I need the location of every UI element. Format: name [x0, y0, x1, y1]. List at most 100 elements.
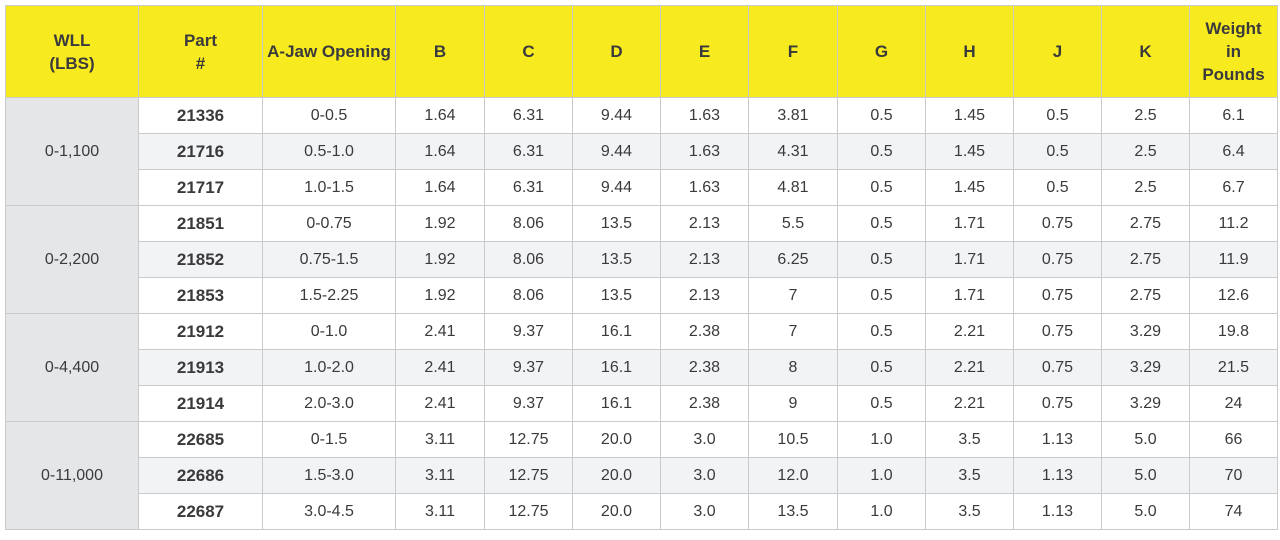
- header-a-jaw-opening: A-Jaw Opening: [262, 5, 396, 98]
- e-cell: 1.63: [660, 169, 749, 206]
- part-cell: 21717: [138, 169, 263, 206]
- weight-cell: 21.5: [1189, 349, 1278, 386]
- part-cell: 21913: [138, 349, 263, 386]
- table-row: 21913 1.0-2.0 2.41 9.37 16.1 2.38 8 0.5 2.21 0.75…: [6, 349, 1278, 386]
- header-f: F: [748, 5, 838, 98]
- b-cell: 2.41: [395, 385, 485, 422]
- j-cell: 0.5: [1013, 133, 1102, 170]
- g-cell: 1.0: [837, 457, 926, 494]
- a-jaw-cell: 1.5-3.0: [262, 457, 396, 494]
- table-row: 21716 0.5-1.0 1.64 6.31 9.44 1.63 4.31 0.5 1.45 0…: [6, 133, 1278, 170]
- d-cell: 20.0: [572, 493, 661, 530]
- b-cell: 1.92: [395, 205, 485, 242]
- k-cell: 2.5: [1101, 97, 1190, 134]
- d-cell: 13.5: [572, 241, 661, 278]
- e-cell: 1.63: [660, 97, 749, 134]
- k-cell: 3.29: [1101, 349, 1190, 386]
- header-b: B: [395, 5, 485, 98]
- k-cell: 2.5: [1101, 133, 1190, 170]
- a-jaw-cell: 1.0-2.0: [262, 349, 396, 386]
- k-cell: 2.75: [1101, 241, 1190, 278]
- header-weight: Weight in Pounds: [1189, 5, 1278, 98]
- k-cell: 5.0: [1101, 493, 1190, 530]
- header-e: E: [660, 5, 749, 98]
- d-cell: 9.44: [572, 169, 661, 206]
- h-cell: 1.45: [925, 133, 1014, 170]
- table-row: 21914 2.0-3.0 2.41 9.37 16.1 2.38 9 0.5 2.21 0.75…: [6, 385, 1278, 422]
- header-j: J: [1013, 5, 1102, 98]
- wll-cell: 0-4,400: [5, 313, 139, 422]
- h-cell: 3.5: [925, 421, 1014, 458]
- part-cell: 21336: [138, 97, 263, 134]
- e-cell: 2.13: [660, 241, 749, 278]
- table-row: 21853 1.5-2.25 1.92 8.06 13.5 2.13 7 0.5 1.71 0.7…: [6, 277, 1278, 314]
- f-cell: 5.5: [748, 205, 838, 242]
- part-cell: 21851: [138, 205, 263, 242]
- k-cell: 3.29: [1101, 313, 1190, 350]
- part-cell: 22687: [138, 493, 263, 530]
- weight-cell: 70: [1189, 457, 1278, 494]
- weight-cell: 19.8: [1189, 313, 1278, 350]
- e-cell: 1.63: [660, 133, 749, 170]
- f-cell: 6.25: [748, 241, 838, 278]
- c-cell: 9.37: [484, 313, 573, 350]
- f-cell: 12.0: [748, 457, 838, 494]
- g-cell: 1.0: [837, 493, 926, 530]
- c-cell: 6.31: [484, 133, 573, 170]
- j-cell: 0.75: [1013, 277, 1102, 314]
- table-row: 22687 3.0-4.5 3.11 12.75 20.0 3.0 13.5 1.0 3.5 1.…: [6, 493, 1278, 530]
- d-cell: 20.0: [572, 457, 661, 494]
- j-cell: 0.75: [1013, 385, 1102, 422]
- b-cell: 3.11: [395, 457, 485, 494]
- weight-cell: 24: [1189, 385, 1278, 422]
- c-cell: 9.37: [484, 385, 573, 422]
- c-cell: 12.75: [484, 457, 573, 494]
- header-h: H: [925, 5, 1014, 98]
- d-cell: 13.5: [572, 277, 661, 314]
- part-cell: 21853: [138, 277, 263, 314]
- h-cell: 2.21: [925, 313, 1014, 350]
- weight-cell: 12.6: [1189, 277, 1278, 314]
- table-row: 21852 0.75-1.5 1.92 8.06 13.5 2.13 6.25 0.5 1.71…: [6, 241, 1278, 278]
- weight-cell: 6.1: [1189, 97, 1278, 134]
- a-jaw-cell: 0.5-1.0: [262, 133, 396, 170]
- h-cell: 2.21: [925, 349, 1014, 386]
- a-jaw-cell: 0.75-1.5: [262, 241, 396, 278]
- g-cell: 0.5: [837, 241, 926, 278]
- wll-cell: 0-1,100: [5, 97, 139, 206]
- header-g: G: [837, 5, 926, 98]
- spec-table: WLL (LBS) Part # A-Jaw Opening B C D E F…: [5, 5, 1278, 530]
- header-wll-line2: (LBS): [49, 53, 95, 73]
- f-cell: 4.81: [748, 169, 838, 206]
- a-jaw-cell: 3.0-4.5: [262, 493, 396, 530]
- part-cell: 21716: [138, 133, 263, 170]
- wll-cell: 0-2,200: [5, 205, 139, 314]
- c-cell: 8.06: [484, 277, 573, 314]
- part-cell: 21912: [138, 313, 263, 350]
- e-cell: 2.38: [660, 313, 749, 350]
- f-cell: 3.81: [748, 97, 838, 134]
- a-jaw-cell: 0-0.75: [262, 205, 396, 242]
- part-cell: 21852: [138, 241, 263, 278]
- weight-cell: 66: [1189, 421, 1278, 458]
- g-cell: 0.5: [837, 97, 926, 134]
- c-cell: 12.75: [484, 421, 573, 458]
- header-wll-line1: WLL: [53, 30, 91, 50]
- k-cell: 5.0: [1101, 421, 1190, 458]
- d-cell: 16.1: [572, 313, 661, 350]
- h-cell: 1.71: [925, 241, 1014, 278]
- f-cell: 9: [748, 385, 838, 422]
- header-d: D: [572, 5, 661, 98]
- j-cell: 1.13: [1013, 493, 1102, 530]
- j-cell: 0.75: [1013, 241, 1102, 278]
- header-wll: WLL (LBS): [5, 5, 139, 98]
- header-part-line2: #: [195, 53, 206, 73]
- a-jaw-cell: 0-0.5: [262, 97, 396, 134]
- k-cell: 5.0: [1101, 457, 1190, 494]
- d-cell: 20.0: [572, 421, 661, 458]
- k-cell: 2.5: [1101, 169, 1190, 206]
- d-cell: 16.1: [572, 385, 661, 422]
- g-cell: 0.5: [837, 133, 926, 170]
- a-jaw-cell: 0-1.0: [262, 313, 396, 350]
- j-cell: 0.5: [1013, 97, 1102, 134]
